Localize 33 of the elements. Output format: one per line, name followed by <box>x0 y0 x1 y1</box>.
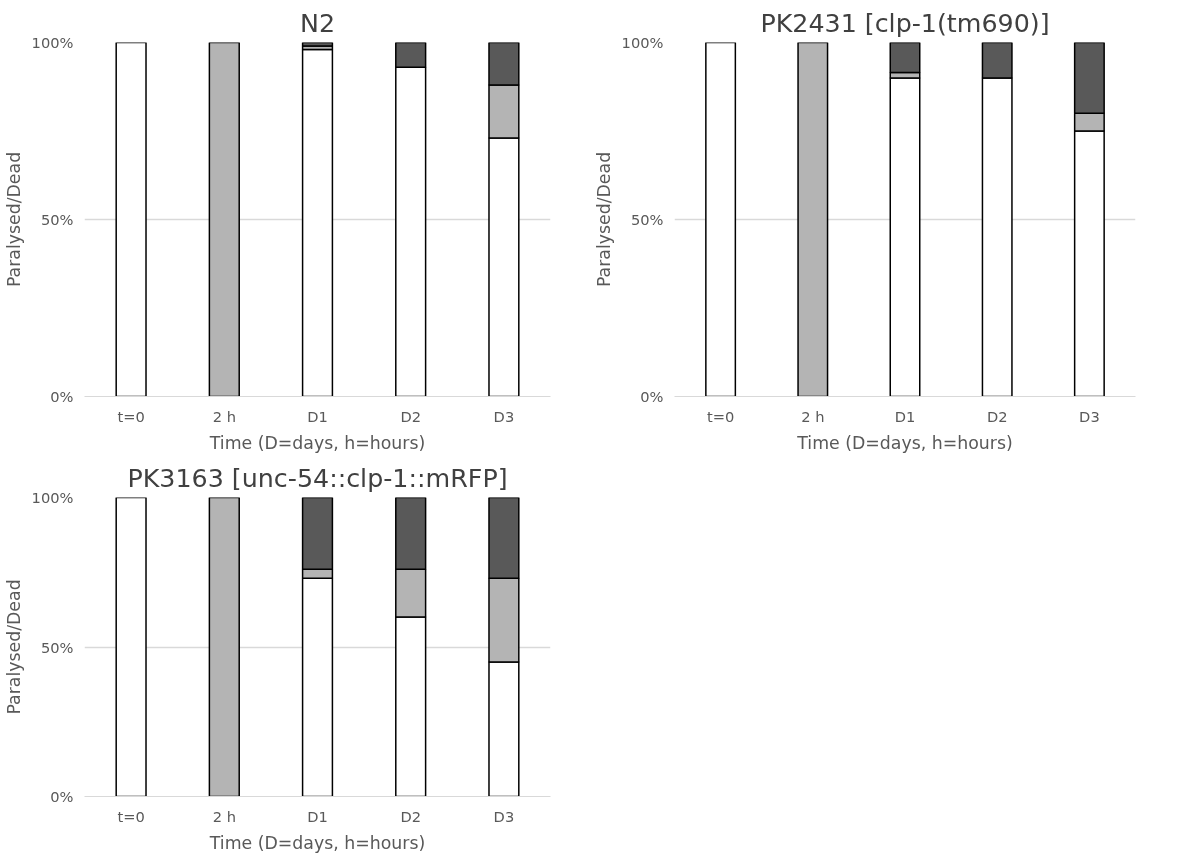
x-tick-label: 2 h <box>212 407 236 425</box>
chart-title: PK2431 [clp-1(tm690)] <box>760 7 1050 38</box>
x-tick-label: D2 <box>986 407 1008 425</box>
x-tick-label: 2 h <box>801 407 825 425</box>
x-tick-label: t=0 <box>117 407 145 425</box>
x-tick-label: D3 <box>1079 407 1100 425</box>
y-tick-label: 50% <box>40 638 74 656</box>
x-tick-label: D2 <box>400 807 422 825</box>
x-tick-label: D1 <box>894 407 916 425</box>
x-tick-label: t=0 <box>117 807 145 825</box>
y-tick-label: 0% <box>50 388 74 405</box>
x-tick-label: 2 h <box>212 807 236 825</box>
x-tick-label: D1 <box>307 807 328 825</box>
chart-title: N2 <box>299 7 336 38</box>
y-tick-label: 100% <box>31 34 74 51</box>
x-axis-title: Time (D=days, h=hours) <box>208 432 426 453</box>
y-axis-title: Paralysed/Dead <box>3 151 24 288</box>
y-axis-title: Paralysed/Dead <box>593 151 614 288</box>
y-tick-label: 100% <box>31 489 74 506</box>
chart-title: PK3163 [unc-54::clp-1::mRFP] <box>127 462 508 493</box>
x-tick-label: D2 <box>400 407 422 425</box>
x-tick-label: D1 <box>307 407 328 425</box>
x-tick-label: D3 <box>493 407 515 425</box>
x-tick-label: t=0 <box>706 407 735 425</box>
y-tick-label: 0% <box>640 388 664 405</box>
y-tick-label: 100% <box>621 34 664 51</box>
y-tick-label: 50% <box>630 211 664 228</box>
x-axis-title: Time (D=days, h=hours) <box>208 832 426 853</box>
y-tick-label: 50% <box>40 211 74 228</box>
y-axis-title: Paralysed/Dead <box>3 579 24 715</box>
y-tick-label: 0% <box>50 788 74 805</box>
x-axis-title: Time (D=days, h=hours) <box>796 432 1013 453</box>
x-tick-label: D3 <box>493 807 515 825</box>
